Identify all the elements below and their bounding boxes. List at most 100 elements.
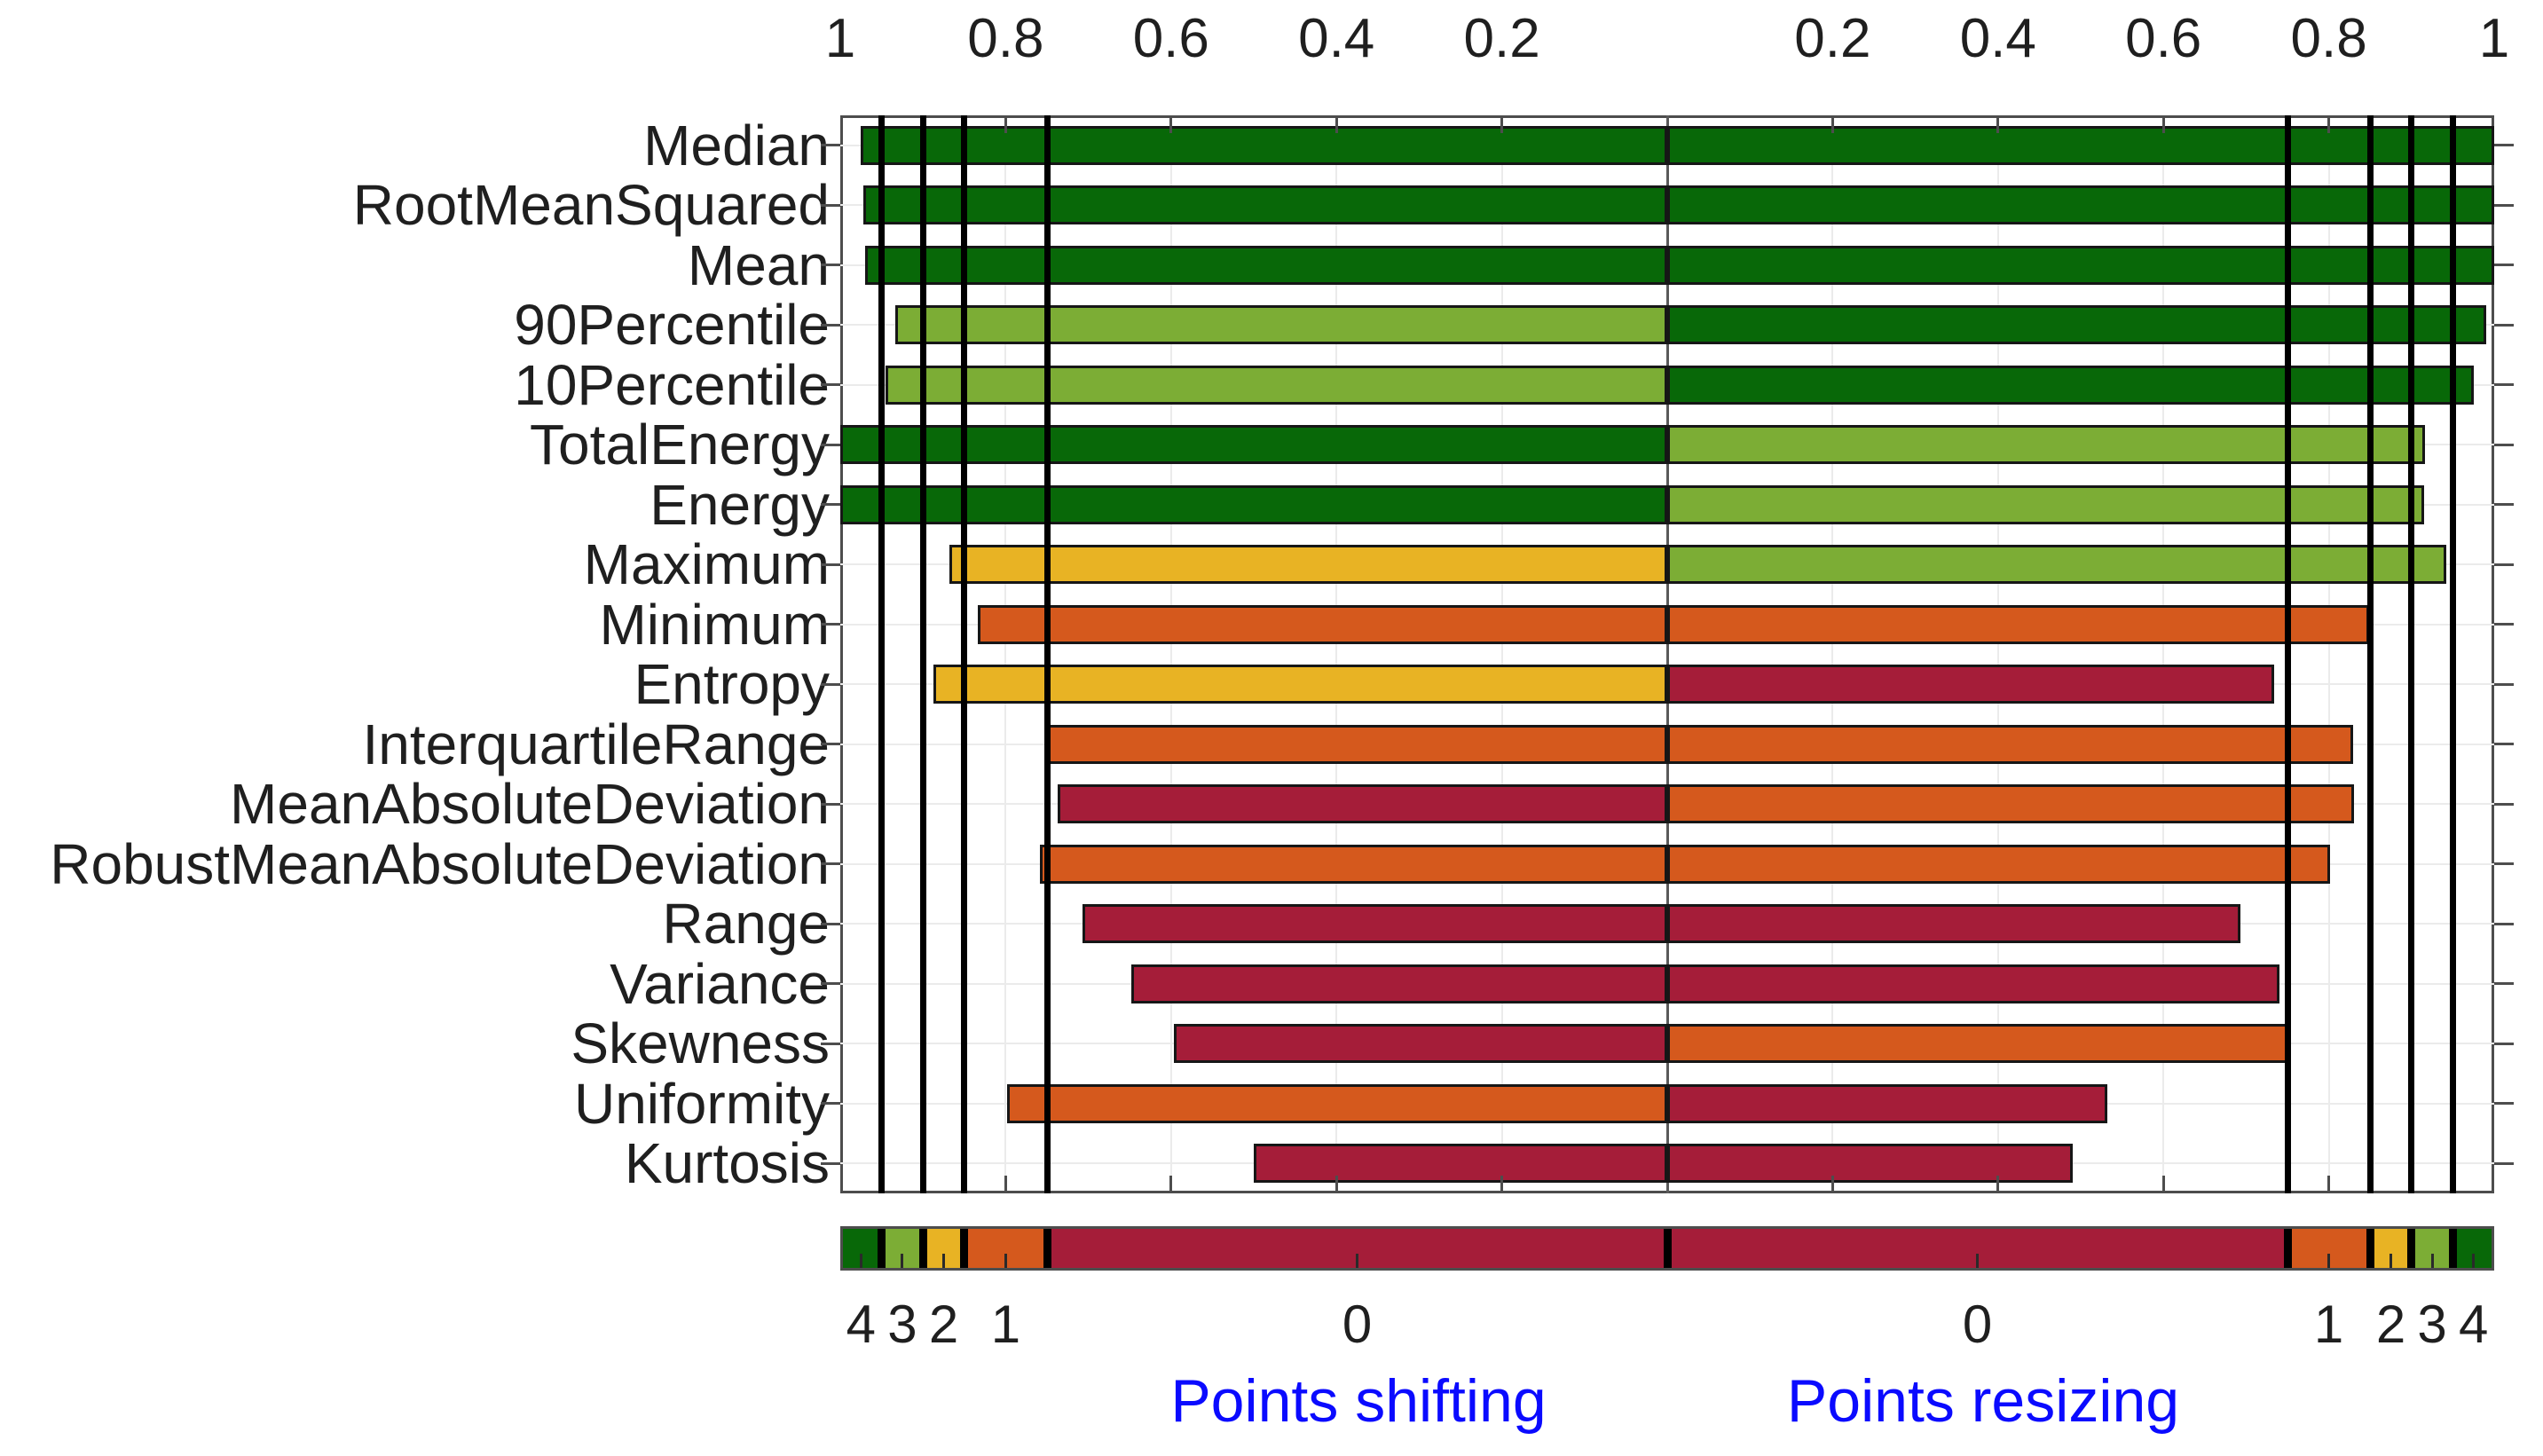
bar-kurtosis-shifting [1254, 1144, 1667, 1184]
top-axis-tick [1334, 115, 1338, 133]
ytick-label-kurtosis: Kurtosis [624, 1131, 830, 1196]
left-axis-tick [821, 563, 840, 566]
bar-interquartilerange-resizing [1667, 724, 2353, 764]
threshold-line-0.95-right [2449, 115, 2456, 1193]
left-axis-tick [821, 623, 840, 626]
bar-robustmeanabsolutedeviation-resizing [1667, 844, 2331, 884]
left-axis-tick [821, 1161, 840, 1165]
bar-skewness-shifting [1173, 1024, 1667, 1064]
right-axis-tick [2494, 443, 2514, 446]
bar-interquartilerange-shifting [1045, 724, 1667, 764]
left-axis-tick [821, 203, 840, 207]
colorbar-score-label: 1 [2313, 1295, 2344, 1354]
colorbar-tick [1976, 1254, 1979, 1268]
top-axis-tick [1830, 115, 1834, 133]
bar-minimum-resizing [1667, 604, 2370, 644]
right-axis-tick [2494, 1161, 2514, 1165]
colorbar-tick [859, 1254, 862, 1268]
left-axis-tick [821, 503, 840, 507]
top-axis-tick [1996, 115, 2000, 133]
v-gridline [1500, 115, 1503, 1193]
bar-90percentile-shifting [895, 305, 1667, 345]
bar-rootmeansquared-resizing [1667, 185, 2494, 225]
ytick-label-90percentile: 90Percentile [514, 293, 830, 358]
colorbar-separator [2448, 1226, 2457, 1271]
v-gridline [1831, 115, 1834, 1193]
v-gridline [1169, 115, 1172, 1193]
right-axis-tick [2494, 1102, 2514, 1106]
bar-meanabsolutedeviation-resizing [1667, 784, 2354, 824]
threshold-line-0.95-left [878, 115, 886, 1193]
right-axis-tick [2494, 982, 2514, 986]
ytick-label-entropy: Entropy [634, 652, 830, 717]
right-axis-tick [2494, 383, 2514, 387]
right-axis-tick [2494, 203, 2514, 207]
left-axis-tick [821, 862, 840, 866]
v-gridline [1335, 115, 1338, 1193]
v-gridline [1996, 115, 1999, 1193]
bar-maximum-shifting [949, 545, 1667, 585]
colorbar-separator [878, 1226, 886, 1271]
ytick-label-meanabsolutedeviation: MeanAbsoluteDeviation [230, 772, 830, 837]
colorbar-tick [2472, 1254, 2476, 1268]
bottom-axis-tick [1169, 1176, 1173, 1193]
top-axis-tick [1004, 115, 1007, 133]
colorbar-score-label: 3 [2417, 1295, 2447, 1354]
ytick-label-median: Median [643, 113, 830, 177]
left-axis-tick [821, 443, 840, 446]
right-axis-tick [2494, 563, 2514, 566]
colorbar-separator [1043, 1226, 1051, 1271]
right-axis-tick [2494, 682, 2514, 686]
top-axis-tick-label: 0.2 [1463, 8, 1540, 69]
top-axis-tick-label: 0.8 [967, 8, 1044, 69]
colorbar-tick [1004, 1254, 1007, 1268]
bottom-axis-tick [1334, 1176, 1338, 1193]
colorbar-score-label: 0 [1342, 1295, 1373, 1354]
colorbar-score-label: 4 [2459, 1295, 2489, 1354]
colorbar-tick [2327, 1254, 2331, 1268]
left-axis-tick [821, 682, 840, 686]
ytick-label-skewness: Skewness [571, 1011, 830, 1076]
bottom-axis-tick [1004, 1176, 1007, 1193]
left-axis-tick [821, 1042, 840, 1045]
bar-meanabsolutedeviation-shifting [1058, 784, 1667, 824]
colorbar-tick [942, 1254, 945, 1268]
top-axis-tick-label: 1 [2478, 8, 2510, 69]
threshold-line-0.9-left [919, 115, 926, 1193]
top-axis-tick-label: 0.6 [1132, 8, 1209, 69]
colorbar-tick [2430, 1254, 2434, 1268]
ytick-label-range: Range [662, 892, 830, 956]
bar-energy-shifting [840, 484, 1667, 524]
bar-kurtosis-resizing [1667, 1144, 2073, 1184]
top-axis-tick [1169, 115, 1173, 133]
bar-totalenergy-shifting [840, 425, 1667, 465]
colorbar-score-label: 2 [2375, 1295, 2406, 1354]
top-axis-tick-label: 1 [824, 8, 856, 69]
bar-90percentile-resizing [1667, 305, 2486, 345]
bar-entropy-resizing [1667, 665, 2275, 704]
threshold-line-0.75-left [1043, 115, 1051, 1193]
bar-minimum-shifting [977, 604, 1667, 644]
bar-mean-shifting [864, 245, 1667, 285]
top-axis-tick-label: 0.6 [2125, 8, 2202, 69]
bar-mean-resizing [1667, 245, 2494, 285]
bar-10percentile-resizing [1667, 365, 2474, 405]
center-axis-line [1665, 115, 1669, 1193]
right-axis-tick [2494, 623, 2514, 626]
top-axis-tick [1500, 115, 1504, 133]
threshold-line-0.9-right [2408, 115, 2415, 1193]
ytick-label-variance: Variance [610, 951, 830, 1016]
bar-skewness-resizing [1667, 1024, 2291, 1064]
colorbar-score-label: 2 [928, 1295, 959, 1354]
bottom-axis-tick [1996, 1176, 2000, 1193]
ytick-label-interquartilerange: InterquartileRange [362, 712, 830, 776]
ytick-label-minimum: Minimum [599, 592, 830, 657]
right-axis-tick [2494, 743, 2514, 746]
right-axis-tick [2494, 323, 2514, 327]
bar-10percentile-shifting [886, 365, 1667, 405]
bar-entropy-shifting [933, 665, 1667, 704]
top-axis-tick-label: 0.8 [2290, 8, 2367, 69]
bar-median-shifting [861, 125, 1667, 165]
bar-robustmeanabsolutedeviation-shifting [1039, 844, 1667, 884]
colorbar-score-label: 1 [990, 1295, 1021, 1354]
